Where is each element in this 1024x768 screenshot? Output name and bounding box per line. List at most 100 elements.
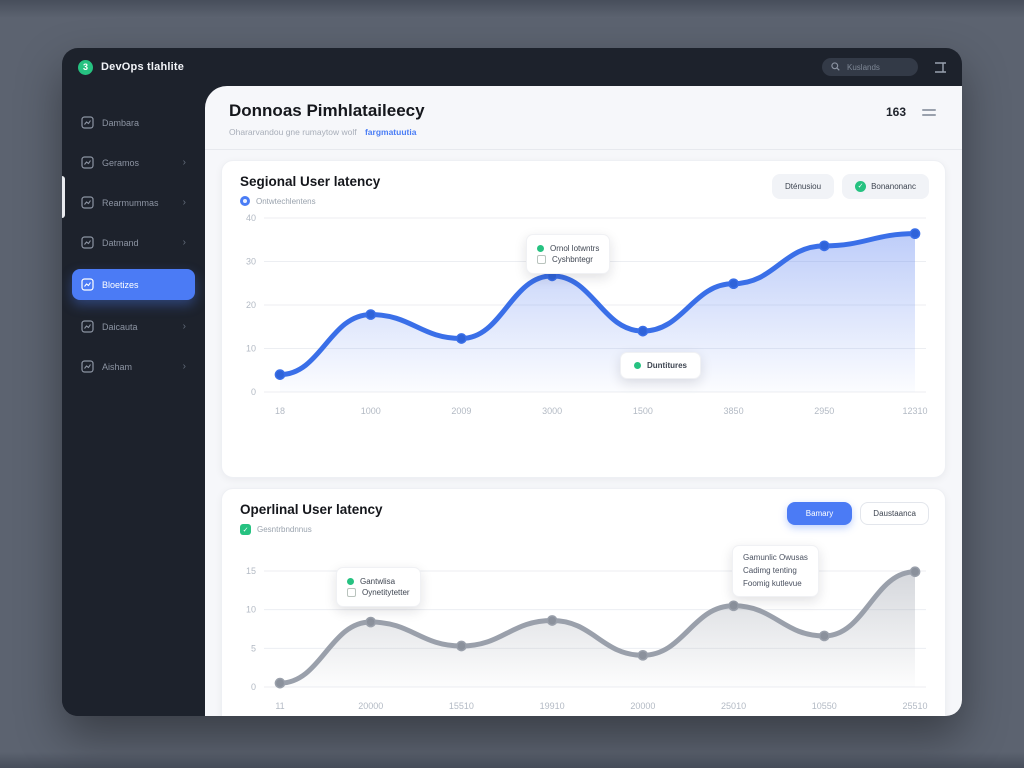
data-point[interactable] (909, 228, 921, 240)
chevron-right-icon: › (182, 196, 186, 208)
chevron-right-icon: › (182, 156, 186, 168)
series-line (277, 231, 918, 378)
data-point[interactable] (365, 616, 377, 628)
y-tick-label: 30 (246, 257, 256, 267)
search-box[interactable] (822, 58, 918, 76)
x-tick-label: 19910 (540, 701, 565, 711)
app-window: 3 DevOps tlahlite DambaraGeramos›Rearmum… (62, 48, 962, 716)
sidebar: Dambara Geramos › Rearmummas › Datmand › Bloeti… (62, 86, 205, 716)
chart1-badge: Duntitures (620, 352, 701, 379)
x-tick-label: 11 (275, 701, 284, 711)
data-point[interactable] (728, 600, 739, 612)
sidebar-scroll-handle[interactable] (62, 176, 65, 218)
data-point[interactable] (456, 333, 467, 344)
chart1-secondary-button[interactable]: Dténusiou (772, 174, 835, 199)
y-tick-label: 0 (251, 387, 256, 397)
app-logo-icon: 3 (78, 59, 93, 75)
x-tick-label: 3000 (542, 406, 562, 416)
latency-chart-regional[interactable]: Ornol lotwntrs Cyshbntegr Duntitures 40 3… (240, 212, 928, 427)
sidebar-item-geramos[interactable]: Geramos › (72, 149, 195, 176)
chart2-secondary-button-label: Daustaanca (873, 509, 916, 518)
sidebar-item-label: Aisham (102, 361, 133, 372)
chart2-primary-button[interactable]: Bamary (786, 502, 853, 525)
x-tick-label: 2950 (814, 406, 834, 416)
y-tick-label: 0 (251, 682, 256, 692)
sidebar-item-label: Daicauta (102, 321, 138, 332)
latency-chart-operational[interactable]: Gantwlisa Oynetitytetter Gamunlic Owusas… (240, 541, 928, 711)
chart2-secondary-button[interactable]: Daustaanca (860, 502, 929, 525)
x-tick-label: 15510 (449, 701, 474, 711)
x-tick-label: 25510 (902, 701, 927, 711)
sidebar-item-label: Geramos (102, 157, 140, 168)
page-header: Donnoas Pimhlataileecy Ohararvandou gne … (205, 86, 962, 150)
sidebar-item-datmand[interactable]: Datmand › (72, 229, 195, 256)
y-tick-label: 40 (246, 213, 256, 223)
chart1-status-button-label: Bonanonanc (871, 182, 916, 191)
chart2-legend: ✓ Gesntrbndnnus (240, 524, 927, 535)
reports-icon (81, 278, 94, 291)
chart2-title: Operlinal User latency (240, 502, 383, 517)
sidebar-item-dambara[interactable]: Dambara (72, 109, 195, 136)
green-dot-icon (537, 244, 544, 252)
data-point[interactable] (546, 615, 558, 626)
y-tick-label: 15 (246, 566, 256, 576)
database-icon (81, 320, 94, 333)
dashboard-icon (81, 116, 94, 129)
chart-canvas: 40 30 20 10 0 18 1000 2009 3000 1500 3850 2950 12310 (246, 213, 928, 416)
outline-square-icon (347, 588, 356, 597)
data-point[interactable] (637, 649, 649, 661)
data-point[interactable] (818, 630, 830, 642)
sidebar-item-label: Dambara (102, 117, 140, 128)
data-point[interactable] (456, 640, 467, 652)
sidebar-item-label: Datmand (102, 237, 139, 248)
data-point[interactable] (728, 278, 739, 290)
chart1-legend-label: Ontwtechlentens (256, 196, 316, 206)
area-fill (280, 233, 915, 392)
green-square-check-icon: ✓ (240, 524, 251, 535)
panel-toggle-icon[interactable] (932, 59, 948, 75)
main-content: Donnoas Pimhlataileecy Ohararvandou gne … (205, 86, 962, 716)
page-title: Donnoas Pimhlataileecy (229, 101, 425, 120)
data-point[interactable] (365, 309, 377, 320)
data-point[interactable] (818, 240, 830, 252)
metrics-icon (81, 196, 94, 209)
sidebar-nav: Dambara Geramos › Rearmummas › Datmand › Bloeti… (62, 109, 205, 380)
page-subtitle-text: Ohararvandou gne rumaytow wolf (229, 127, 357, 137)
card-regional-latency: Segional User latency Ontwtechlentens Dt… (221, 160, 946, 478)
data-point[interactable] (274, 677, 286, 689)
header-count: 163 (885, 105, 906, 119)
chart2-legend-label: Gesntrbndnnus (257, 525, 312, 534)
y-tick-label: 10 (246, 605, 256, 615)
data-point[interactable] (909, 566, 921, 578)
green-dot-icon (347, 577, 354, 585)
outline-square-icon (537, 255, 546, 264)
x-tick-label: 12310 (902, 406, 927, 416)
data-point[interactable] (637, 325, 649, 337)
data-point[interactable] (274, 369, 286, 380)
chevron-right-icon: › (182, 236, 186, 248)
search-input[interactable] (845, 61, 909, 73)
x-tick-label: 10550 (812, 701, 837, 711)
chart2-annotation-line2: Cadimg tenting (743, 565, 797, 575)
area-fill (280, 571, 915, 687)
sidebar-item-daicauta[interactable]: Daicauta › (72, 313, 195, 340)
page-subtitle: Ohararvandou gne rumaytow wolf fargmatuu… (229, 127, 425, 137)
green-dot-icon (634, 362, 641, 369)
chart1-tooltip: Ornol lotwntrs Cyshbntegr (526, 234, 611, 274)
sidebar-item-aisham[interactable]: Aisham › (72, 353, 195, 380)
chevron-right-icon: › (182, 360, 186, 372)
chart1-title: Segional User latency (240, 174, 381, 189)
search-icon (831, 58, 840, 76)
topbar: 3 DevOps tlahlite (62, 48, 962, 86)
chart1-status-button[interactable]: ✓ Bonanonanc (842, 174, 929, 199)
sidebar-item-rearmummas[interactable]: Rearmummas › (72, 189, 195, 216)
blue-legend-dot-icon (240, 196, 250, 206)
sidebar-item-bloetizes[interactable]: Bloetizes (72, 269, 195, 300)
x-tick-label: 3850 (724, 406, 744, 416)
x-tick-label: 1000 (361, 406, 381, 416)
menu-icon[interactable] (920, 107, 938, 118)
brand-title: DevOps tlahlite (101, 61, 185, 73)
network-icon (81, 236, 94, 249)
subtitle-link[interactable]: fargmatuutia (364, 127, 417, 137)
x-tick-label: 20000 (630, 701, 655, 711)
